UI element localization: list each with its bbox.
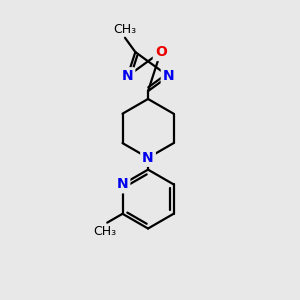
Text: N: N [142, 151, 154, 165]
Text: N: N [163, 69, 174, 83]
Text: N: N [122, 69, 133, 83]
Text: CH₃: CH₃ [94, 225, 117, 238]
Text: O: O [155, 45, 167, 59]
Text: CH₃: CH₃ [113, 23, 136, 36]
Text: N: N [117, 177, 128, 191]
